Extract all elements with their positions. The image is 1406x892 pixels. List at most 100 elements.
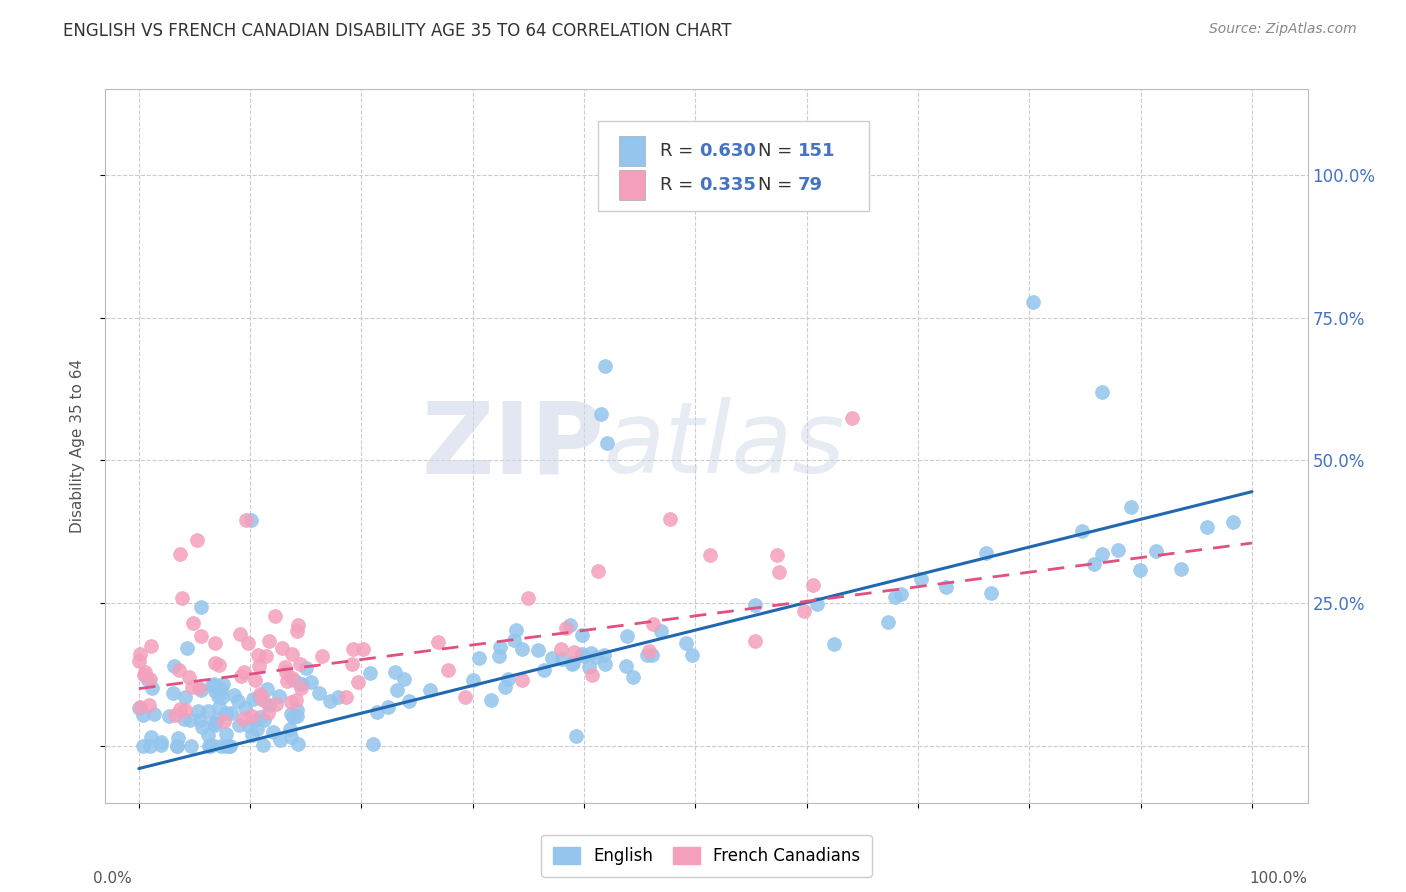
Point [1107,542,1129,557]
Point [883,590,905,604]
Point [157,709,180,723]
Point [287,737,309,751]
Point [201,677,224,691]
Point [876,615,898,629]
Point [246,722,269,736]
Point [215,727,238,741]
Point [890,587,912,601]
Point [254,648,277,663]
Point [138,698,160,713]
Point [516,591,538,605]
Point [1071,524,1094,538]
Point [768,565,790,579]
Point [468,651,491,665]
Text: 100.0%: 100.0% [1250,871,1308,886]
Point [1091,547,1114,561]
Point [190,682,212,697]
Point [209,682,232,697]
Point [166,739,188,753]
Point [167,731,190,745]
Point [186,533,208,547]
Point [249,687,271,701]
Point [208,657,231,672]
Point [240,709,263,723]
Point [257,633,280,648]
Point [233,701,256,715]
FancyBboxPatch shape [619,169,645,200]
Point [699,548,721,562]
Point [177,670,200,684]
Point [1195,520,1218,534]
Point [247,659,270,673]
Point [744,598,766,612]
FancyBboxPatch shape [619,136,645,166]
Point [342,641,364,656]
Point [571,647,593,661]
Point [170,591,193,606]
Point [291,677,314,691]
Point [841,411,863,425]
Point [128,654,150,668]
Point [527,643,550,657]
Point [162,686,184,700]
Point [188,713,211,727]
Point [591,407,613,421]
Point [224,689,246,703]
Text: N =: N = [758,142,799,160]
Point [166,739,188,753]
Point [359,665,381,680]
Point [342,657,364,671]
Point [637,643,659,657]
Point [167,663,190,677]
Point [247,690,270,705]
Point [207,700,229,714]
Point [229,668,252,682]
Point [229,627,252,641]
Point [163,659,186,673]
Point [1022,295,1045,310]
Point [353,642,375,657]
Point [138,672,160,686]
Point [437,663,460,677]
Text: R =: R = [659,176,699,194]
Point [263,608,285,623]
Point [191,720,214,734]
Point [235,513,257,527]
Point [197,728,219,742]
Point [910,572,932,586]
Point [427,635,450,649]
Point [555,621,578,635]
Text: N =: N = [758,176,799,194]
Text: ENGLISH VS FRENCH CANADIAN DISABILITY AGE 35 TO 64 CORRELATION CHART: ENGLISH VS FRENCH CANADIAN DISABILITY AG… [63,22,731,40]
Point [243,673,266,687]
Point [204,684,226,698]
Point [134,665,156,679]
Point [141,681,163,696]
Point [271,641,294,656]
Point [288,677,311,691]
Point [262,725,284,739]
Point [252,693,274,707]
Point [205,713,228,727]
Point [139,739,162,753]
Point [347,674,370,689]
Point [257,706,280,720]
Point [801,577,824,591]
Point [659,512,682,526]
Point [385,683,408,698]
Point [253,714,276,728]
Point [454,690,477,704]
Point [489,640,512,654]
Point [169,701,191,715]
Point [212,714,235,729]
Point [233,665,256,680]
Point [496,672,519,686]
Point [238,719,260,733]
Point [198,739,221,753]
Point [280,730,302,744]
Point [574,649,596,664]
Point [288,657,311,672]
Point [326,690,349,705]
Point [650,624,672,638]
Point [290,681,312,695]
